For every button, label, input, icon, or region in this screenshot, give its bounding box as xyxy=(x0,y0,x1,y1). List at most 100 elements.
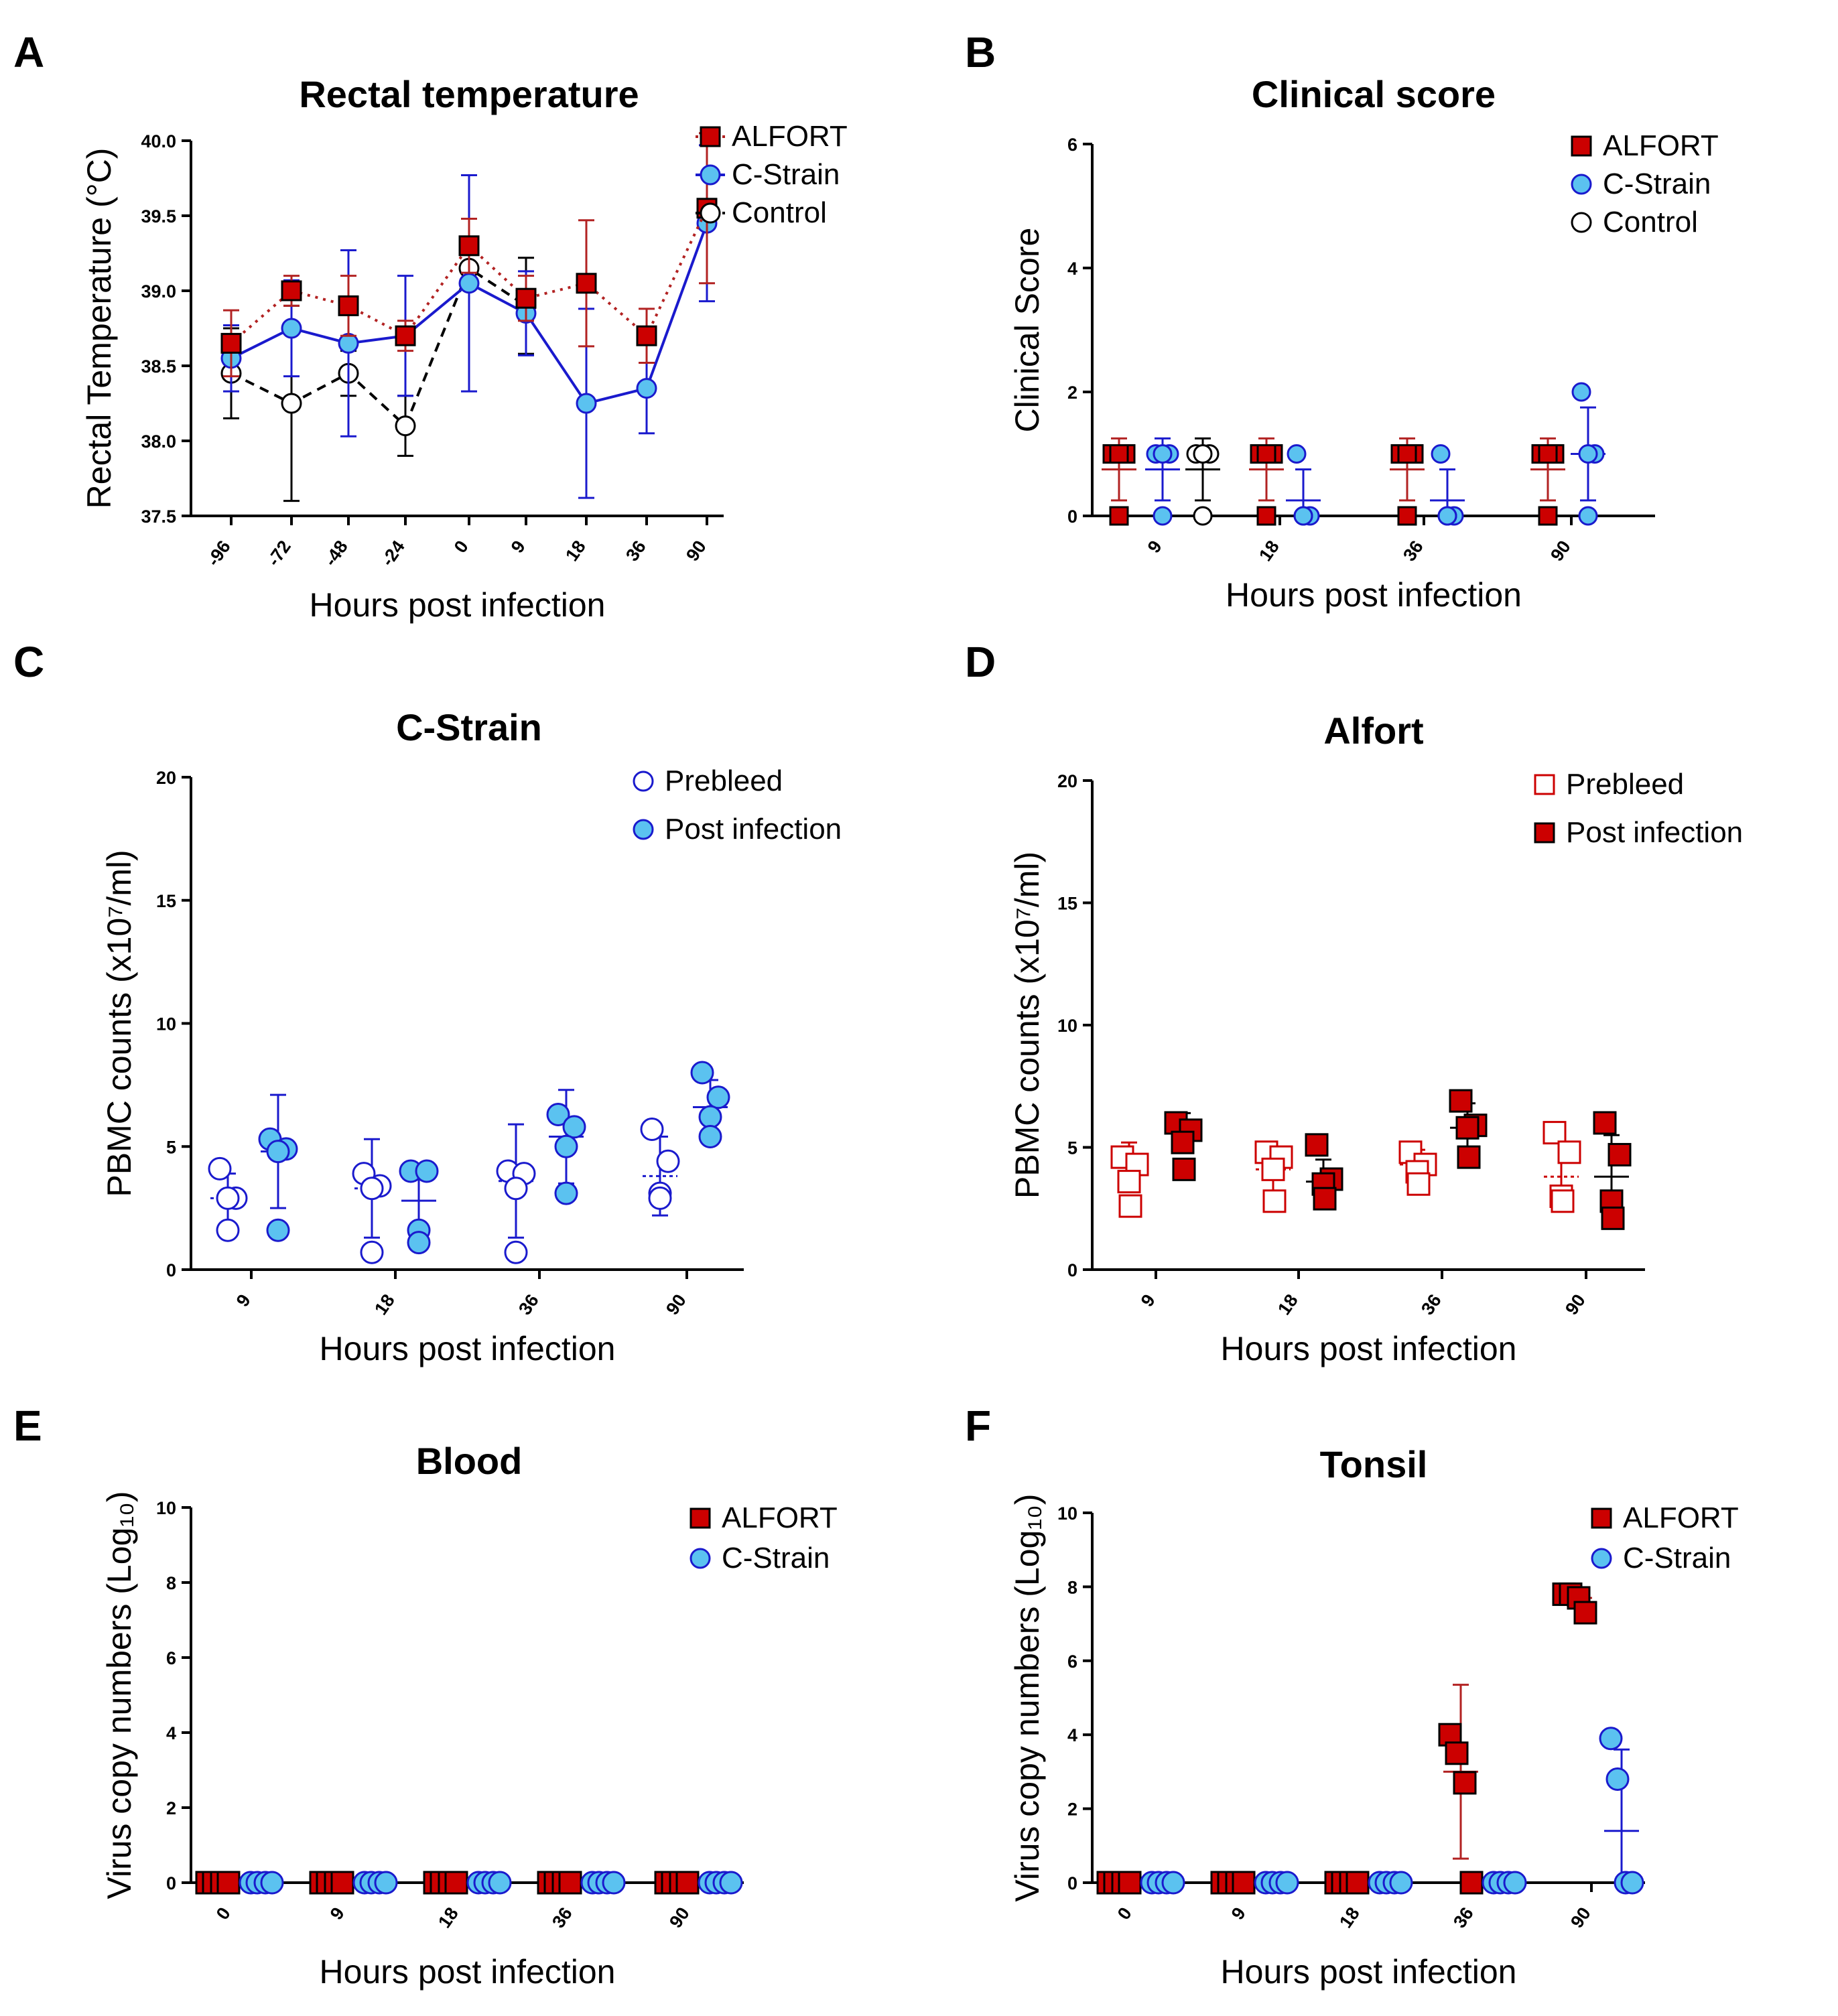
x-axis-label: Hours post infection xyxy=(1221,1330,1517,1367)
data-point xyxy=(576,273,597,294)
data-point xyxy=(281,318,302,339)
group-c-strain-9 xyxy=(352,1871,398,1895)
legend-label: Control xyxy=(732,196,827,229)
data-point xyxy=(1262,1189,1287,1213)
y-tick-label: 6 xyxy=(1067,135,1077,155)
data-point xyxy=(1397,444,1417,464)
data-point xyxy=(1538,506,1558,526)
group-c-strain-0 xyxy=(1140,1871,1185,1895)
x-tick-label: 90 xyxy=(662,1290,690,1319)
x-tick-label: 90 xyxy=(1567,1903,1595,1932)
legend-label: Prebleed xyxy=(1566,768,1684,801)
x-tick-label: 36 xyxy=(1449,1903,1478,1932)
panel-c-text: C C-Strain Hours post infection PBMC counts… xyxy=(13,638,615,1367)
y-tick-label: 38.0 xyxy=(141,431,176,452)
y-tick-label: 38.5 xyxy=(141,356,176,377)
legend-marker xyxy=(633,770,654,792)
data-point xyxy=(1232,1871,1256,1895)
data-point xyxy=(1171,1130,1195,1154)
legend-label: Post infection xyxy=(1566,816,1743,849)
panel-c-axes: 0 5 10 15 20 9 18 36 90 xyxy=(156,768,744,1319)
chart-title: Tonsil xyxy=(1320,1443,1428,1485)
group-control-9 xyxy=(1185,437,1220,526)
x-tick-label: -72 xyxy=(263,537,295,569)
y-tick-label: 8 xyxy=(166,1573,176,1593)
data-point xyxy=(554,1134,578,1158)
panel-d-axes: 0 5 10 15 20 9 18 36 90 xyxy=(1057,771,1645,1319)
data-point xyxy=(1397,506,1417,526)
data-point xyxy=(1313,1187,1337,1211)
group-c-strain-36 xyxy=(1430,444,1465,526)
panel-a-text: A Rectal temperature Hours post infection R… xyxy=(13,28,639,624)
data-point xyxy=(1557,1140,1581,1164)
data-point xyxy=(1503,1871,1527,1895)
legend-marker xyxy=(690,1548,711,1569)
group-alfort-18 xyxy=(1249,437,1284,526)
data-point xyxy=(1193,444,1213,464)
data-point xyxy=(1193,506,1213,526)
chart-title: Blood xyxy=(416,1440,523,1482)
panel-e-axes: 0 2 4 6 8 10 0 9 18 36 90 xyxy=(156,1498,744,1932)
panel-letter: F xyxy=(965,1402,991,1450)
data-point xyxy=(675,1871,700,1895)
data-point xyxy=(1453,1771,1477,1795)
x-axis-label: Hours post infection xyxy=(310,586,606,624)
x-tick-label: 9 xyxy=(326,1903,348,1924)
group-c-strain-36 xyxy=(580,1871,626,1895)
chart-title: C-Strain xyxy=(396,706,542,748)
x-axis-label: Hours post infection xyxy=(320,1330,616,1367)
data-point xyxy=(1459,1871,1484,1895)
group-post-infection-36 xyxy=(546,1089,586,1205)
legend-marker xyxy=(633,819,654,840)
y-axis-label: Virus copy numbers (Log₁₀) xyxy=(1008,1493,1046,1901)
data-point xyxy=(1161,1871,1185,1895)
group-alfort-0 xyxy=(1096,1871,1142,1895)
data-point xyxy=(281,280,302,301)
x-tick-label: 90 xyxy=(1547,537,1575,565)
panel-f-text: F Tonsil Hours post infection Virus copy nu… xyxy=(965,1402,1516,1991)
data-point xyxy=(546,1102,570,1126)
group-alfort-36 xyxy=(537,1871,582,1895)
y-tick-label: 39.5 xyxy=(141,206,176,226)
panel-letter: D xyxy=(965,638,996,686)
x-tick-label: 9 xyxy=(1144,537,1166,557)
group-post-infection-90 xyxy=(690,1061,730,1149)
data-point xyxy=(260,1871,284,1895)
x-tick-label: 9 xyxy=(1228,1903,1250,1924)
legend-marker xyxy=(700,202,721,224)
data-point xyxy=(415,1159,439,1183)
group-c-strain-90 xyxy=(698,1871,743,1895)
legend: Prebleed Post infection xyxy=(1534,768,1743,849)
legend: ALFORT C-Strain Control xyxy=(1571,129,1719,239)
group-alfort-18 xyxy=(423,1871,468,1895)
panel-letter: A xyxy=(13,28,44,76)
x-axis-label: Hours post infection xyxy=(320,1953,616,1991)
data-point xyxy=(1118,1871,1142,1895)
x-axis-label: Hours post infection xyxy=(1221,1953,1517,1991)
group-c-strain-90 xyxy=(1599,1727,1644,1895)
data-point xyxy=(1445,1741,1469,1765)
y-tick-label: 4 xyxy=(166,1723,176,1743)
legend-label: C-Strain xyxy=(1603,167,1711,200)
data-point xyxy=(1578,506,1598,526)
data-point xyxy=(281,393,302,414)
data-point xyxy=(1571,382,1591,402)
legend-label: C-Strain xyxy=(722,1542,830,1574)
x-tick-label: 9 xyxy=(233,1290,255,1311)
group-alfort-36 xyxy=(1390,437,1425,526)
x-tick-label: 36 xyxy=(515,1290,543,1319)
data-point xyxy=(602,1871,626,1895)
y-tick-label: 39.0 xyxy=(141,281,176,301)
data-point xyxy=(648,1186,672,1210)
x-tick-label: 9 xyxy=(507,537,529,557)
x-tick-label: 18 xyxy=(371,1290,399,1319)
data-point xyxy=(395,415,416,437)
x-tick-label: 18 xyxy=(562,537,590,565)
group-c-strain-0 xyxy=(239,1871,284,1895)
data-point xyxy=(1345,1871,1370,1895)
legend: ALFORT C-Strain xyxy=(1591,1501,1739,1574)
data-point xyxy=(1455,1116,1480,1140)
data-point xyxy=(1538,444,1558,464)
x-tick-label: 36 xyxy=(548,1903,576,1932)
chart-title: Alfort xyxy=(1323,710,1423,752)
